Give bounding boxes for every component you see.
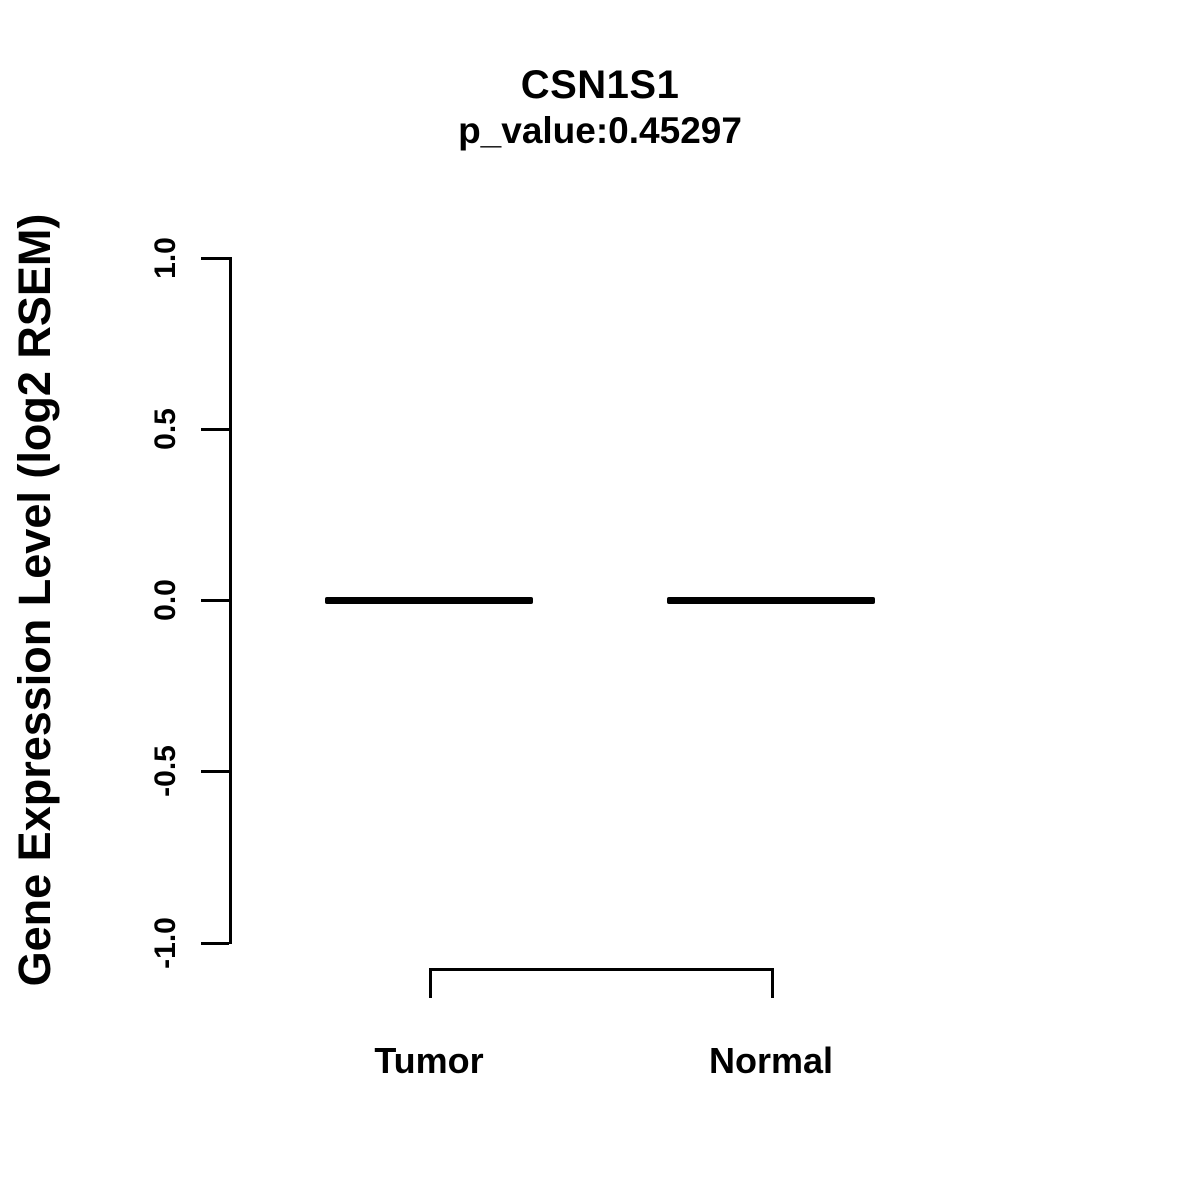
y-tick-mark [201, 257, 229, 260]
y-tick-label: -0.5 [149, 745, 182, 797]
y-tick-mark [201, 942, 229, 945]
x-axis-label-tumor: Tumor [374, 1040, 484, 1081]
y-axis-line [229, 257, 232, 944]
y-tick-mark [201, 599, 229, 602]
bracket-horizontal [429, 968, 774, 971]
y-tick-label: -1.0 [149, 917, 182, 969]
y-tick-mark [201, 770, 229, 773]
chart-title-block: CSN1S1 p_value:0.45297 [0, 62, 1200, 154]
x-axis-label-normal: Normal [708, 1040, 834, 1081]
y-tick-mark [201, 428, 229, 431]
bracket-left-drop [429, 968, 432, 998]
chart-title: CSN1S1 [520, 63, 680, 107]
y-tick-label: 1.0 [149, 237, 182, 279]
chart-subtitle: p_value:0.45297 [458, 110, 742, 151]
y-axis-label: Gene Expression Level (log2 RSEM) [9, 213, 60, 987]
boxplot-median-normal [667, 597, 875, 604]
y-tick-label: 0.5 [149, 408, 182, 450]
y-tick-label: 0.0 [149, 579, 182, 621]
boxplot-median-tumor [325, 597, 533, 604]
bracket-right-drop [771, 968, 774, 998]
